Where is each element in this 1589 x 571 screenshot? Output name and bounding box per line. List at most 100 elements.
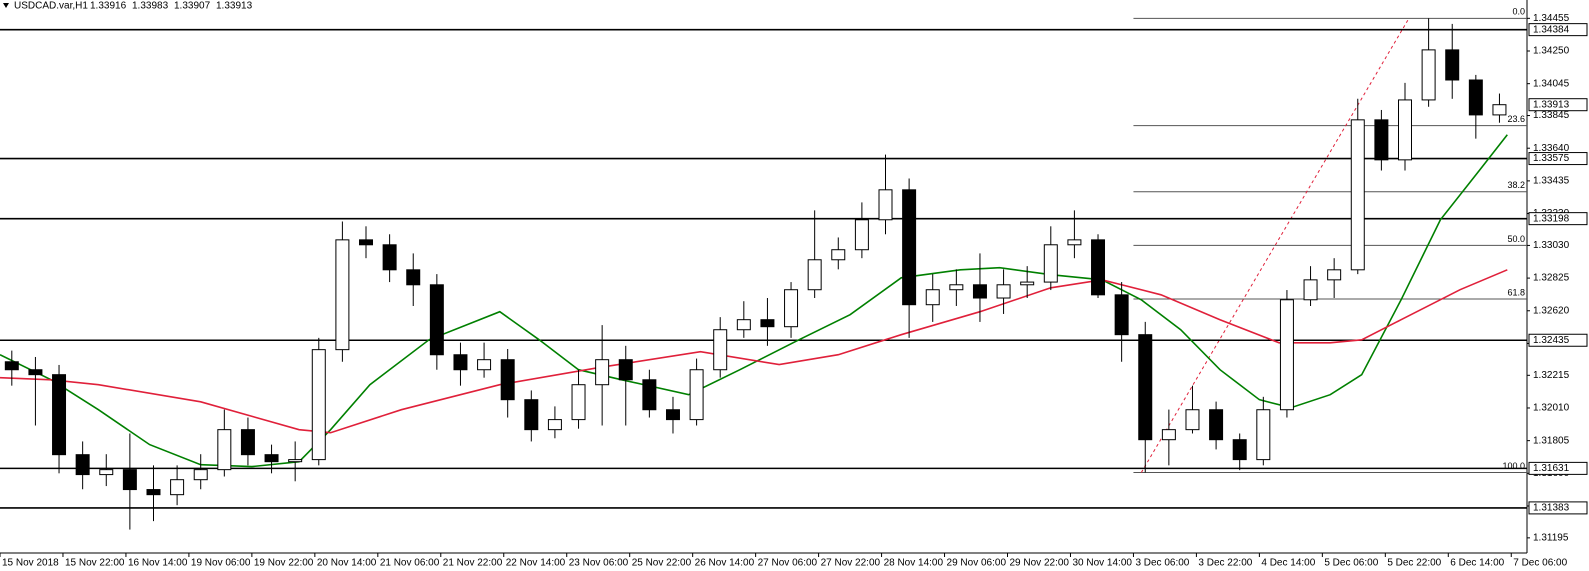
x-tick-label: 28 Nov 14:00 — [884, 558, 944, 569]
x-tick-label: 15 Nov 2018 — [2, 558, 59, 569]
y-tick-label: 1.32825 — [1533, 273, 1570, 284]
candle-body — [170, 479, 185, 496]
y-tick-label: 1.32010 — [1533, 403, 1570, 414]
symbol-title: USDCAD.var,H1 — [14, 1, 88, 12]
candle-body — [240, 429, 255, 456]
candle-body — [75, 454, 90, 476]
candle-body — [406, 269, 421, 286]
candle-body — [453, 354, 468, 371]
x-tick-label: 29 Nov 06:00 — [947, 558, 1007, 569]
x-tick-label: 21 Nov 22:00 — [443, 558, 503, 569]
line-price-box — [1528, 501, 1588, 515]
candle-body — [311, 349, 326, 461]
candle-body — [193, 469, 208, 481]
y-tick-label: 1.34455 — [1533, 13, 1570, 24]
candle-body — [736, 319, 751, 331]
candle-body — [1138, 334, 1153, 441]
line-price-label: 1.32435 — [1533, 335, 1570, 346]
current-price-box — [1528, 98, 1588, 112]
fib-label: 100.0 — [1502, 461, 1525, 471]
x-tick-label: 5 Dec 22:00 — [1387, 558, 1441, 569]
candle-body — [925, 289, 940, 306]
y-tick-label: 1.31195 — [1533, 533, 1569, 544]
collapse-arrow[interactable] — [3, 3, 9, 8]
line-price-box — [1528, 333, 1588, 347]
x-tick-label: 3 Dec 22:00 — [1198, 558, 1252, 569]
candle-body — [547, 419, 562, 431]
candle-body — [477, 359, 492, 371]
x-tick-label: 16 Nov 14:00 — [128, 558, 188, 569]
x-tick-label: 25 Nov 22:00 — [632, 558, 692, 569]
line-price-label: 1.34384 — [1533, 24, 1570, 35]
y-tick-label: 1.31805 — [1533, 435, 1570, 446]
line-price-label: 1.33575 — [1533, 153, 1570, 164]
y-tick-label: 1.34045 — [1533, 78, 1570, 89]
candle-body — [1303, 279, 1318, 301]
candle-body — [831, 249, 846, 261]
candle-body — [288, 459, 303, 463]
candle-body — [1279, 299, 1294, 411]
candle-body — [996, 284, 1011, 299]
candle-body — [689, 369, 704, 421]
candle-body — [642, 379, 657, 411]
candle-body — [807, 259, 822, 291]
candle-body — [949, 284, 964, 291]
y-tick-label: 1.33435 — [1533, 176, 1570, 187]
x-tick-label: 7 Dec 06:00 — [1513, 558, 1567, 569]
x-tick-label: 26 Nov 14:00 — [695, 558, 755, 569]
candle-body — [1067, 239, 1082, 246]
fib-trend-line — [1140, 18, 1410, 473]
candle-body — [28, 369, 43, 376]
y-tick-label: 1.32620 — [1533, 305, 1570, 316]
candle-body — [146, 489, 161, 496]
y-tick-label: 1.33640 — [1533, 143, 1570, 154]
line-price-label: 1.33198 — [1533, 213, 1570, 224]
candle-body — [122, 469, 137, 491]
header-value: 1.33916 — [90, 1, 127, 12]
y-tick-label: 1.34250 — [1533, 46, 1570, 57]
x-tick-label: 27 Nov 06:00 — [758, 558, 818, 569]
candle-body — [1350, 119, 1365, 271]
x-tick-label: 22 Nov 14:00 — [506, 558, 566, 569]
current-price-label: 1.33913 — [1533, 99, 1570, 110]
candle-body — [4, 361, 19, 371]
candle-body — [878, 189, 893, 221]
candle-body — [595, 359, 610, 386]
candle-body — [902, 189, 917, 306]
candle-body — [618, 359, 633, 381]
fib-label: 38.2 — [1507, 180, 1525, 190]
candle-body — [382, 244, 397, 271]
candle-body — [1209, 409, 1224, 441]
candle-body — [500, 359, 515, 401]
candle-body — [1398, 99, 1412, 161]
x-tick-label: 30 Nov 14:00 — [1072, 558, 1132, 569]
candle-body — [1492, 104, 1507, 116]
moving-average — [0, 269, 1508, 434]
candle-body — [1256, 409, 1271, 461]
candle-body — [1445, 49, 1460, 81]
candle-body — [784, 289, 799, 328]
candle-body — [335, 239, 350, 351]
candle-body — [760, 319, 775, 328]
fib-label: 61.8 — [1507, 287, 1525, 297]
candle-body — [217, 429, 232, 471]
candle-body — [1043, 244, 1058, 283]
line-price-box — [1528, 152, 1588, 166]
candle-body — [1091, 239, 1106, 296]
header-value: 1.33983 — [132, 1, 169, 12]
y-tick-label: 1.33030 — [1533, 240, 1570, 251]
x-tick-label: 6 Dec 14:00 — [1450, 558, 1504, 569]
candle-body — [429, 284, 444, 356]
moving-average — [0, 134, 1508, 468]
line-price-box — [1528, 23, 1588, 37]
x-tick-label: 20 Nov 14:00 — [317, 558, 377, 569]
line-price-box — [1528, 212, 1588, 226]
line-price-label: 1.31383 — [1533, 503, 1570, 514]
candle-body — [1114, 294, 1129, 336]
header-value: 1.33913 — [216, 1, 253, 12]
candle-body — [1232, 439, 1247, 461]
x-tick-label: 29 Nov 22:00 — [1010, 558, 1070, 569]
fib-label: 0.0 — [1512, 7, 1525, 17]
candle-body — [571, 384, 586, 421]
